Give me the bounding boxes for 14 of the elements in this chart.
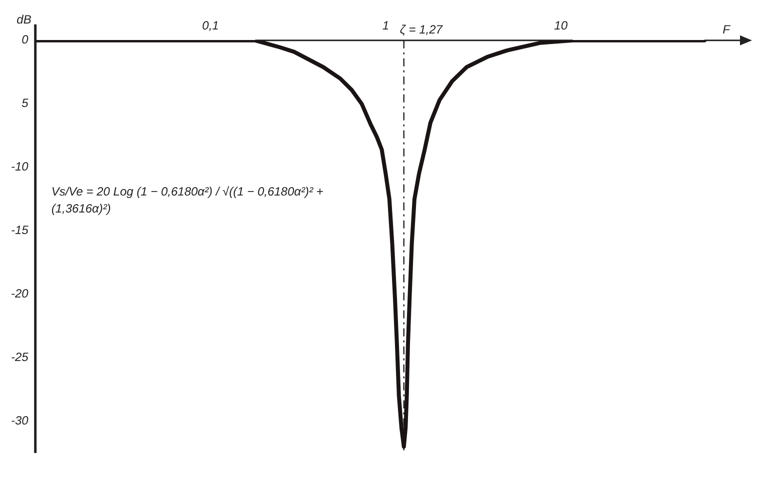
y-tick-label: -10 — [11, 160, 29, 174]
y-tick-label: -15 — [11, 223, 29, 238]
x-tick-label: 10 — [554, 18, 568, 33]
y-tick-label: -25 — [11, 350, 29, 364]
x-tick-label: 0,1 — [202, 18, 219, 33]
y-tick-label: 5 — [22, 96, 29, 110]
y-axis-title: dB — [16, 12, 32, 27]
y-tick-label: 0 — [22, 32, 29, 47]
y-tick-label: -30 — [11, 414, 29, 428]
ref-line-label: ζ = 1,27 — [400, 22, 444, 37]
x-axis-title: F — [722, 22, 731, 37]
y-tick-label: -20 — [11, 286, 29, 301]
annotation: Vs/Ve = 20 Log (1 − 0,6180α²) / √((1 − 0,6180α²)² + (1,3616α)²) — [51, 184, 324, 216]
x-tick-label: 1 — [382, 18, 390, 33]
